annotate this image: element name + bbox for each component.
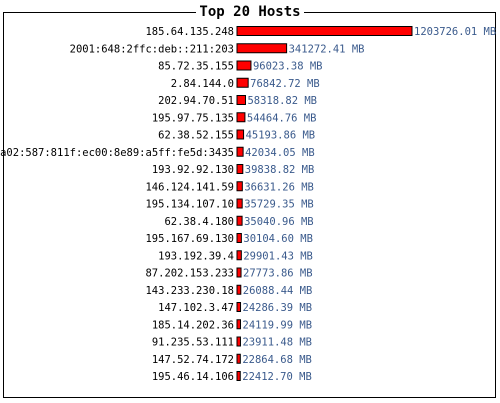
host-label: 91.235.53.111 (152, 337, 234, 349)
value-label: 1203726.01 MB (414, 26, 496, 38)
value-label: 35729.35 MB (244, 199, 314, 211)
host-label: 143.233.230.18 (145, 285, 234, 297)
traffic-bar (236, 95, 246, 105)
value-label: 54464.76 MB (247, 112, 317, 124)
value-label: 36631.26 MB (244, 181, 314, 193)
value-label: 24286.39 MB (243, 302, 313, 314)
traffic-bar (236, 129, 245, 140)
traffic-bar (236, 43, 288, 54)
traffic-bar (236, 267, 242, 278)
host-label: 2a02:587:811f:ec00:8e89:a5ff:fe5d:3435 (0, 147, 234, 159)
traffic-bar (236, 60, 252, 71)
host-label: 195.134.107.10 (145, 199, 234, 211)
traffic-bar (236, 215, 243, 226)
traffic-bar (236, 26, 413, 36)
value-label: 26088.44 MB (243, 285, 313, 297)
host-label: 193.192.39.4 (158, 250, 234, 262)
value-label: 29901.43 MB (243, 250, 313, 262)
value-label: 22864.68 MB (242, 354, 312, 366)
host-label: 185.14.202.36 (152, 319, 234, 331)
value-label: 30104.60 MB (243, 233, 313, 245)
host-label: 146.124.141.59 (145, 181, 234, 193)
value-label: 35040.96 MB (244, 216, 314, 228)
host-label: 147.52.74.172 (152, 354, 234, 366)
value-label: 22412.70 MB (242, 371, 312, 383)
host-label: 62.38.4.180 (164, 216, 234, 228)
value-label: 39838.82 MB (245, 164, 315, 176)
traffic-bar (236, 233, 242, 243)
value-label: 24119.99 MB (243, 319, 313, 331)
value-label: 76842.72 MB (250, 78, 320, 90)
traffic-bar (236, 77, 249, 88)
host-label: 195.46.14.106 (152, 371, 234, 383)
value-label: 58318.82 MB (247, 95, 317, 107)
traffic-bar (236, 181, 243, 192)
host-label: 87.202.153.233 (145, 268, 234, 280)
value-label: 27773.86 MB (243, 268, 313, 280)
traffic-bar (236, 112, 246, 123)
host-label: 85.72.35.155 (158, 61, 234, 73)
traffic-bar (236, 198, 243, 209)
host-label: 62.38.52.155 (158, 130, 234, 142)
chart-title: Top 20 Hosts (0, 4, 500, 20)
traffic-bar (236, 302, 242, 312)
traffic-bar (236, 284, 242, 295)
host-label: 147.102.3.47 (158, 302, 234, 314)
value-label: 341272.41 MB (289, 43, 365, 55)
traffic-bar (236, 336, 241, 347)
traffic-bar (236, 371, 241, 381)
host-label: 193.92.92.130 (152, 164, 234, 176)
traffic-bar (236, 146, 244, 157)
traffic-bar (236, 250, 242, 261)
value-label: 23911.48 MB (242, 337, 312, 349)
value-label: 42034.05 MB (245, 147, 315, 159)
host-label: 2001:648:2ffc:deb::211:203 (70, 43, 234, 55)
host-label: 2.84.144.0 (171, 78, 234, 90)
host-label: 195.97.75.135 (152, 112, 234, 124)
chart-title-text: Top 20 Hosts (196, 4, 304, 20)
host-label: 202.94.70.51 (158, 95, 234, 107)
host-label: 185.64.135.248 (145, 26, 234, 38)
traffic-bar (236, 353, 241, 364)
value-label: 96023.38 MB (253, 61, 323, 73)
traffic-bar (236, 164, 244, 174)
value-label: 45193.86 MB (246, 130, 316, 142)
host-label: 195.167.69.130 (145, 233, 234, 245)
traffic-bar (236, 319, 242, 330)
